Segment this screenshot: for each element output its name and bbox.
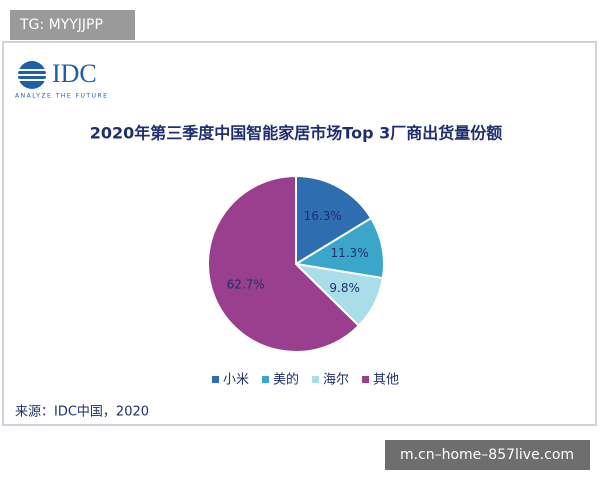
value-label: 11.3% bbox=[330, 246, 368, 260]
legend-swatch bbox=[262, 376, 270, 383]
legend-label: 其他 bbox=[373, 373, 399, 388]
legend-swatch bbox=[312, 376, 320, 383]
value-label: 9.8% bbox=[329, 281, 360, 295]
source: 来源：IDC中国，2020 bbox=[15, 405, 149, 420]
logo-tagline: ANALYZE THE FUTURE bbox=[15, 93, 108, 100]
watermark-bottom: m.cn–home–857live.com bbox=[400, 447, 574, 463]
pie-slice bbox=[207, 174, 361, 353]
legend-swatch bbox=[212, 376, 219, 383]
legend: 小米 美的 海尔 其他 bbox=[212, 372, 399, 388]
pie-slice bbox=[295, 174, 373, 266]
chart-title: 2020年第三季度中国智能家居市场Top 3厂商出货量份额 bbox=[90, 124, 502, 143]
logo-name: IDC bbox=[52, 59, 97, 88]
value-label: 16.3% bbox=[304, 209, 342, 223]
legend-swatch bbox=[362, 376, 370, 383]
legend-label: 小米 bbox=[223, 373, 249, 388]
watermark-box bbox=[10, 10, 135, 40]
watermark-box bbox=[385, 440, 590, 470]
legend-label: 海尔 bbox=[323, 373, 349, 388]
pie: 16.3% 11.3% 9.8% 62.7% bbox=[207, 174, 385, 353]
legend-label: 美的 bbox=[273, 372, 299, 388]
logo-mark bbox=[16, 61, 48, 89]
watermark-top: TG: MYYJJPP bbox=[19, 17, 103, 33]
value-label: 62.7% bbox=[227, 278, 265, 292]
